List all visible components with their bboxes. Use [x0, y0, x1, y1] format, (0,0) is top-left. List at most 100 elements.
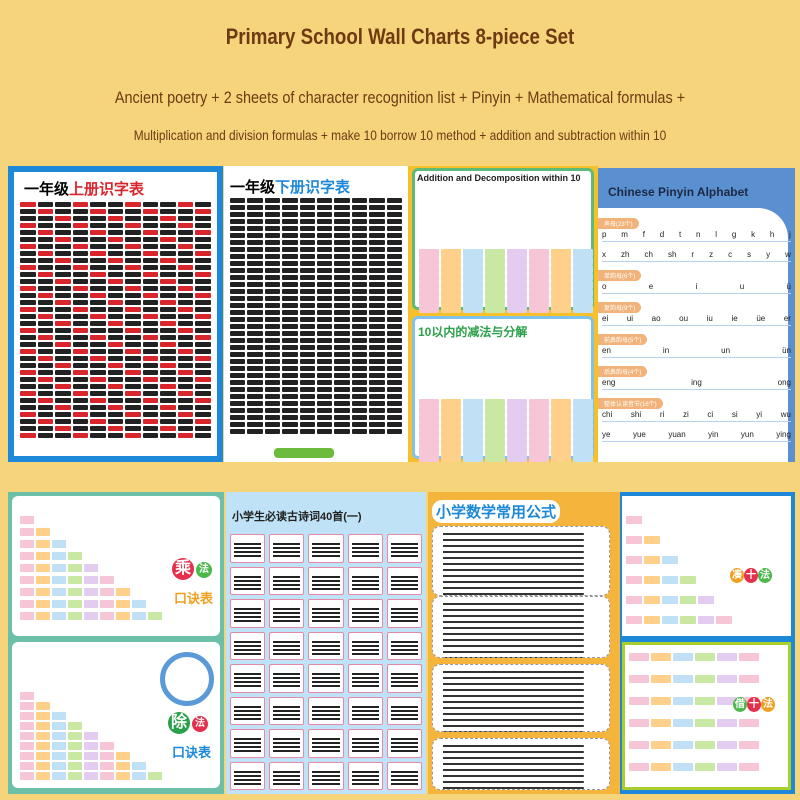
character-cell	[107, 321, 124, 326]
grass-decoration	[274, 448, 334, 458]
character-cell	[299, 345, 315, 350]
formula-cell	[644, 536, 660, 544]
character-cell	[386, 219, 402, 224]
character-cell	[55, 251, 71, 256]
character-cell	[72, 398, 89, 403]
character-cell	[334, 422, 350, 427]
character-cell	[386, 226, 402, 231]
character-cell	[230, 415, 246, 420]
character-cell	[55, 293, 71, 298]
character-cell	[264, 394, 281, 399]
formula-cell	[551, 265, 571, 273]
character-cell	[177, 202, 194, 207]
character-cell	[334, 198, 350, 203]
character-cell	[299, 401, 315, 406]
formula-cell	[739, 675, 759, 683]
character-cell	[160, 426, 176, 431]
formula-cell	[529, 257, 549, 265]
formula-cell	[529, 273, 549, 281]
character-cell	[264, 233, 281, 238]
formula-cell	[463, 423, 483, 431]
character-cell	[37, 412, 54, 417]
character-cell	[125, 258, 141, 263]
character-cell	[334, 394, 350, 399]
character-cell	[125, 363, 141, 368]
character-cell	[142, 342, 159, 347]
character-cell	[386, 317, 402, 322]
formula-cell	[441, 423, 461, 431]
character-cell	[55, 349, 71, 354]
character-cell	[282, 331, 298, 336]
character-cell	[230, 401, 246, 406]
character-cell	[369, 226, 385, 231]
character-cell	[142, 293, 159, 298]
formula-cell	[20, 742, 34, 750]
character-cell	[264, 247, 281, 252]
character-cell	[282, 366, 298, 371]
character-cell	[90, 293, 106, 298]
poem-card	[347, 761, 383, 790]
character-cell	[177, 356, 194, 361]
character-cell	[160, 223, 176, 228]
division-panel: 除 法 口诀表	[12, 642, 220, 788]
formula-cell	[419, 257, 439, 265]
character-cell	[107, 230, 124, 235]
character-cell	[160, 391, 176, 396]
formula-cell	[441, 257, 461, 265]
character-cell	[386, 233, 402, 238]
formula-cell	[529, 297, 549, 305]
character-cell	[264, 366, 281, 371]
character-cell	[125, 272, 141, 277]
character-cell	[20, 293, 36, 298]
character-cell	[90, 426, 106, 431]
character-cell	[351, 275, 368, 280]
character-cell	[107, 363, 124, 368]
character-cell	[177, 384, 194, 389]
character-cell	[160, 307, 176, 312]
character-cell	[282, 387, 298, 392]
character-cell	[247, 219, 263, 224]
formula-cell	[36, 732, 50, 740]
pinyin-letter: yun	[740, 430, 754, 439]
character-cell	[369, 212, 385, 217]
character-cell	[107, 244, 124, 249]
character-cell	[264, 422, 281, 427]
formula-cell	[529, 447, 549, 455]
character-cell	[369, 240, 385, 245]
character-cell	[55, 412, 71, 417]
character-cell	[125, 230, 141, 235]
poem-card	[269, 566, 305, 595]
subtitle-line-1: Ancient poetry + 2 sheets of character r…	[114, 88, 686, 107]
formula-cell	[551, 281, 571, 289]
pinyin-group-label: 单韵母(6个)	[598, 270, 642, 281]
formula-cell	[507, 265, 527, 273]
character-cell	[230, 338, 246, 343]
character-cell	[369, 373, 385, 378]
character-cell	[334, 226, 350, 231]
formula-cell	[551, 399, 571, 407]
character-cell	[334, 240, 350, 245]
character-cell	[160, 321, 176, 326]
character-cell	[386, 261, 402, 266]
poster-math-formulas: 小学数学常用公式	[428, 492, 620, 794]
pinyin-letter: eng	[602, 378, 616, 387]
character-cell	[107, 419, 124, 424]
character-cell	[90, 342, 106, 347]
formula-cell	[132, 772, 146, 780]
character-cell	[177, 370, 194, 375]
character-cell	[299, 247, 315, 252]
character-cell	[369, 317, 385, 322]
character-cell	[264, 352, 281, 357]
poem-card	[230, 696, 266, 725]
character-cell	[195, 293, 211, 298]
character-cell	[177, 419, 194, 424]
character-cell	[264, 254, 281, 259]
character-cell	[282, 254, 298, 259]
formula-cell	[463, 249, 483, 257]
character-cell	[230, 212, 246, 217]
poem-card	[308, 599, 344, 628]
character-cell	[247, 422, 263, 427]
formula-cell	[441, 399, 461, 407]
character-cell	[369, 303, 385, 308]
formula-cell	[529, 431, 549, 439]
